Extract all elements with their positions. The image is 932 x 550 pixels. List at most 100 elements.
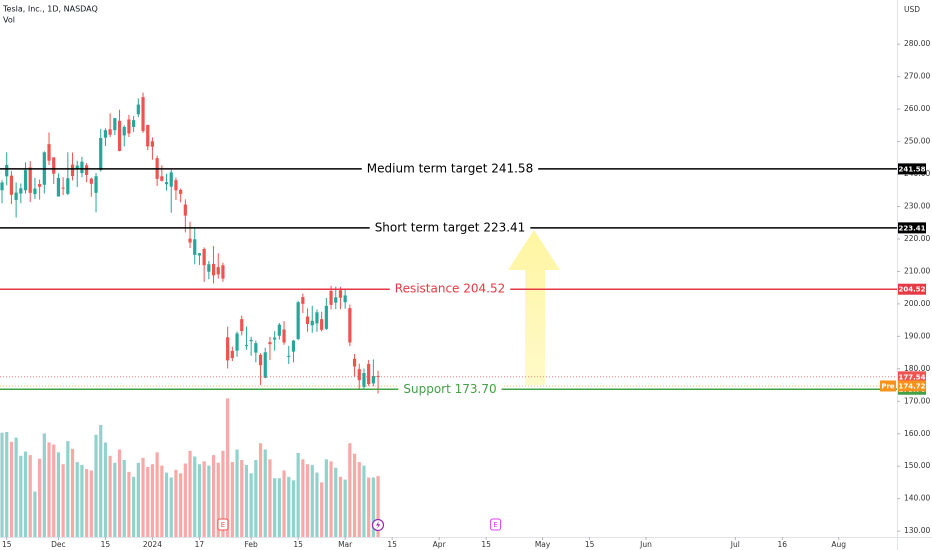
candle-body bbox=[244, 345, 249, 347]
candle-body bbox=[226, 337, 230, 361]
volume-bar bbox=[371, 477, 375, 537]
volume-bar bbox=[108, 455, 112, 537]
volume-bar bbox=[338, 476, 343, 537]
candle-body bbox=[343, 295, 347, 303]
y-tick-label: 270.00 bbox=[904, 72, 930, 81]
candle-body bbox=[362, 373, 366, 388]
volume-bar bbox=[103, 442, 108, 537]
level-badge bbox=[898, 222, 926, 234]
candle-body bbox=[94, 176, 98, 193]
volume-bar bbox=[376, 476, 380, 537]
candle-body bbox=[324, 305, 328, 329]
candle-body bbox=[66, 178, 70, 194]
candle-body bbox=[296, 302, 300, 339]
candle-body bbox=[235, 333, 239, 351]
premarket-badge bbox=[898, 380, 926, 392]
candle-body bbox=[122, 126, 126, 136]
candle-body bbox=[263, 352, 267, 378]
volume-bar bbox=[235, 449, 239, 537]
candle-body bbox=[169, 172, 173, 187]
volume-bar bbox=[80, 464, 84, 537]
candle-body bbox=[99, 137, 103, 171]
event-label: E bbox=[493, 521, 497, 529]
volume-bar bbox=[320, 482, 324, 537]
x-tick-label: Dec bbox=[51, 540, 66, 549]
volume-bar bbox=[14, 437, 18, 537]
volume-bar bbox=[132, 476, 136, 537]
replay-icon[interactable] bbox=[371, 518, 385, 532]
volume-bar bbox=[136, 462, 140, 537]
candle-body bbox=[38, 184, 42, 187]
volume-bar bbox=[75, 462, 79, 537]
currency-label: USD bbox=[904, 5, 920, 14]
x-tick-label: Apr bbox=[433, 540, 447, 549]
volume-bar bbox=[9, 441, 14, 537]
volume-bar bbox=[42, 433, 46, 537]
x-tick-label: 15 bbox=[2, 540, 12, 549]
event-marker bbox=[490, 518, 502, 531]
volume-bar bbox=[146, 467, 150, 537]
x-tick-label: 17 bbox=[195, 540, 205, 549]
volume-bar bbox=[226, 398, 230, 537]
volume-bar bbox=[352, 453, 357, 537]
y-tick-label: 170.00 bbox=[904, 396, 930, 405]
volume-bar bbox=[174, 469, 178, 537]
y-tick-label: 150.00 bbox=[904, 461, 930, 470]
x-tick-label: Jun bbox=[639, 540, 652, 549]
candle-body bbox=[221, 265, 225, 279]
candle-body bbox=[216, 267, 220, 275]
candle-body bbox=[75, 165, 79, 169]
candle-body bbox=[348, 308, 352, 343]
candle-body bbox=[254, 343, 258, 353]
y-tick-label: 130.00 bbox=[904, 526, 930, 535]
x-tick-label: Mar bbox=[338, 540, 353, 549]
x-tick-label: 15 bbox=[387, 540, 397, 549]
candle-body bbox=[211, 263, 216, 276]
candle-body bbox=[52, 157, 56, 174]
volume-bar bbox=[334, 467, 338, 537]
candle-body bbox=[291, 340, 296, 352]
level-label-bg bbox=[369, 220, 531, 235]
volume-bar bbox=[357, 462, 361, 537]
level-layer: Medium term target 241.58 Short term targ… bbox=[0, 161, 897, 397]
volume-bar bbox=[61, 464, 65, 537]
candle-body bbox=[338, 290, 343, 298]
candle-body bbox=[19, 188, 23, 194]
level-label: Support 173.70 bbox=[403, 382, 496, 396]
level-badge-label: 223.41 bbox=[898, 224, 925, 232]
chart-title: Tesla, Inc., 1D, NASDAQ bbox=[2, 5, 98, 14]
y-tick-label: 280.00 bbox=[904, 39, 930, 48]
volume-bar bbox=[343, 479, 347, 537]
level-badge-label: 204.52 bbox=[898, 286, 925, 294]
premarket-name: Pre bbox=[881, 382, 895, 390]
volume-bar bbox=[127, 471, 131, 537]
candle-body bbox=[273, 337, 277, 340]
level-label-bg bbox=[398, 382, 502, 397]
volume-bar bbox=[169, 477, 173, 537]
volume-bar bbox=[207, 465, 211, 537]
x-tick-label: 15 bbox=[481, 540, 491, 549]
x-tick-label: 15 bbox=[585, 540, 595, 549]
candle-body bbox=[14, 192, 18, 200]
last-price-badge bbox=[898, 371, 926, 383]
candle-body bbox=[33, 188, 37, 195]
volume-bar bbox=[268, 459, 272, 537]
volume-bar bbox=[122, 460, 126, 537]
volume-bar bbox=[296, 453, 300, 537]
candle-body bbox=[207, 264, 211, 272]
candle-body bbox=[315, 312, 319, 324]
volume-bar bbox=[70, 448, 75, 537]
candle-body bbox=[277, 324, 281, 336]
volume-bar bbox=[0, 432, 4, 537]
volume-bar bbox=[38, 458, 42, 537]
y-tick-label: 220.00 bbox=[904, 234, 930, 243]
target-arrow bbox=[508, 230, 560, 385]
candle-body bbox=[320, 319, 324, 330]
volume-bar bbox=[310, 464, 314, 537]
volume-bar bbox=[240, 460, 244, 537]
x-tick-label: Aug bbox=[831, 540, 846, 549]
candle-body bbox=[230, 350, 234, 359]
candle-body bbox=[174, 180, 178, 191]
y-tick-label: 160.00 bbox=[904, 429, 930, 438]
candle-body bbox=[183, 204, 187, 216]
